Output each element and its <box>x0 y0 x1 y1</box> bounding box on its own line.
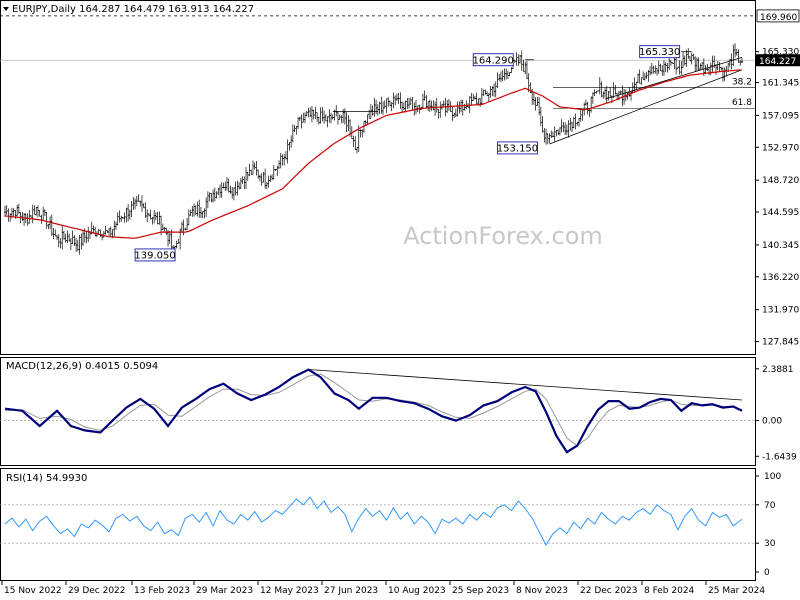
y-tick-label: 131.970 <box>762 306 799 316</box>
last-price-box <box>756 54 800 67</box>
macd-panel <box>0 357 756 466</box>
macd-tick-label: -1.6439 <box>762 452 797 462</box>
x-tick-label: 15 Nov 2022 <box>4 586 62 596</box>
trend-lines <box>332 51 743 145</box>
y-tick-label: 136.220 <box>762 273 799 283</box>
annotation-box <box>134 248 176 262</box>
y-tick-label: 127.845 <box>762 338 799 348</box>
fibonacci-levels: 38.2 61.8 <box>552 77 755 109</box>
x-tick-label: 8 Nov 2023 <box>516 586 568 596</box>
last-price-label: 164.227 <box>759 57 796 67</box>
fib-label: 61.8 <box>732 98 752 108</box>
x-axis: 15 Nov 2022 29 Dec 2022 13 Feb 2023 29 Mar … <box>1 581 765 596</box>
y-tick-label: 165.330 <box>762 48 799 58</box>
rsi-label: RSI(14) 54.9930 <box>6 473 87 484</box>
watermark: ActionForex.com <box>403 222 603 250</box>
x-tick-label: 27 Jun 2023 <box>324 586 378 596</box>
rsi-path <box>4 496 743 547</box>
annotation-label: 164.290 <box>473 55 514 66</box>
fib-label: 38.2 <box>732 77 752 87</box>
macd-main-line <box>4 368 743 454</box>
x-tick-label: 22 Dec 2023 <box>580 586 638 596</box>
macd-y-axis: 2.3881 0.00 -1.6439 <box>755 365 797 462</box>
x-tick-label: 29 Mar 2023 <box>196 586 253 596</box>
annotation-box <box>497 141 538 155</box>
x-tick-label: 13 Feb 2023 <box>134 586 190 596</box>
chart-title: EURJPY,Daily 164.287 164.479 163.913 164… <box>12 4 254 15</box>
y-tick-label: 140.345 <box>762 241 799 251</box>
macd-lines <box>0 368 755 454</box>
rsi-tick-label: 0 <box>764 568 770 578</box>
rsi-panel <box>0 468 756 581</box>
top-level-box <box>756 9 800 23</box>
macd-trend-line <box>310 369 743 401</box>
annotation-label: 165.330 <box>639 47 680 58</box>
moving-average <box>4 69 741 239</box>
x-tick-label: 12 May 2023 <box>260 586 319 596</box>
y-tick-label: 161.345 <box>762 79 799 89</box>
dropdown-triangle-icon[interactable] <box>3 7 9 11</box>
rsi-y-axis: 100 70 30 0 <box>755 472 781 578</box>
y-tick-label: 144.595 <box>762 208 799 218</box>
rsi-tick-label: 70 <box>764 501 776 511</box>
annotation-label: 153.150 <box>497 143 538 154</box>
ma-line <box>4 69 741 239</box>
macd-tick-label: 0.00 <box>762 417 782 427</box>
x-tick-label: 25 Mar 2024 <box>708 586 765 596</box>
y-tick-label: 157.095 <box>762 111 799 121</box>
rsi-tick-label: 100 <box>764 472 781 482</box>
x-tick-label: 8 Feb 2024 <box>644 586 695 596</box>
y-tick-label: 152.970 <box>762 143 799 153</box>
annotation-box <box>639 45 681 59</box>
x-tick-label: 25 Sep 2023 <box>452 586 509 596</box>
rising-support-line <box>549 69 743 145</box>
annotation-box <box>472 53 514 67</box>
macd-tick-label: 2.3881 <box>762 365 794 375</box>
rsi-line <box>0 496 755 547</box>
top-level-label: 169.960 <box>760 13 797 23</box>
x-tick-label: 29 Dec 2022 <box>68 586 126 596</box>
annotation-label: 139.050 <box>134 250 175 261</box>
inner-support-line <box>604 56 743 100</box>
rsi-tick-label: 30 <box>764 539 776 549</box>
macd-label: MACD(12,26,9) 0.4015 0.5094 <box>6 361 158 372</box>
y-tick-label: 148.720 <box>762 176 799 186</box>
price-annotations: 164.290 165.330 153.150 139.050 <box>134 45 681 262</box>
price-panel <box>0 0 756 355</box>
price-y-axis: 165.330 161.345 157.095 152.970 148.720 144.5… <box>755 9 800 348</box>
x-tick-label: 10 Aug 2023 <box>388 586 446 596</box>
top-level-line <box>0 15 755 61</box>
